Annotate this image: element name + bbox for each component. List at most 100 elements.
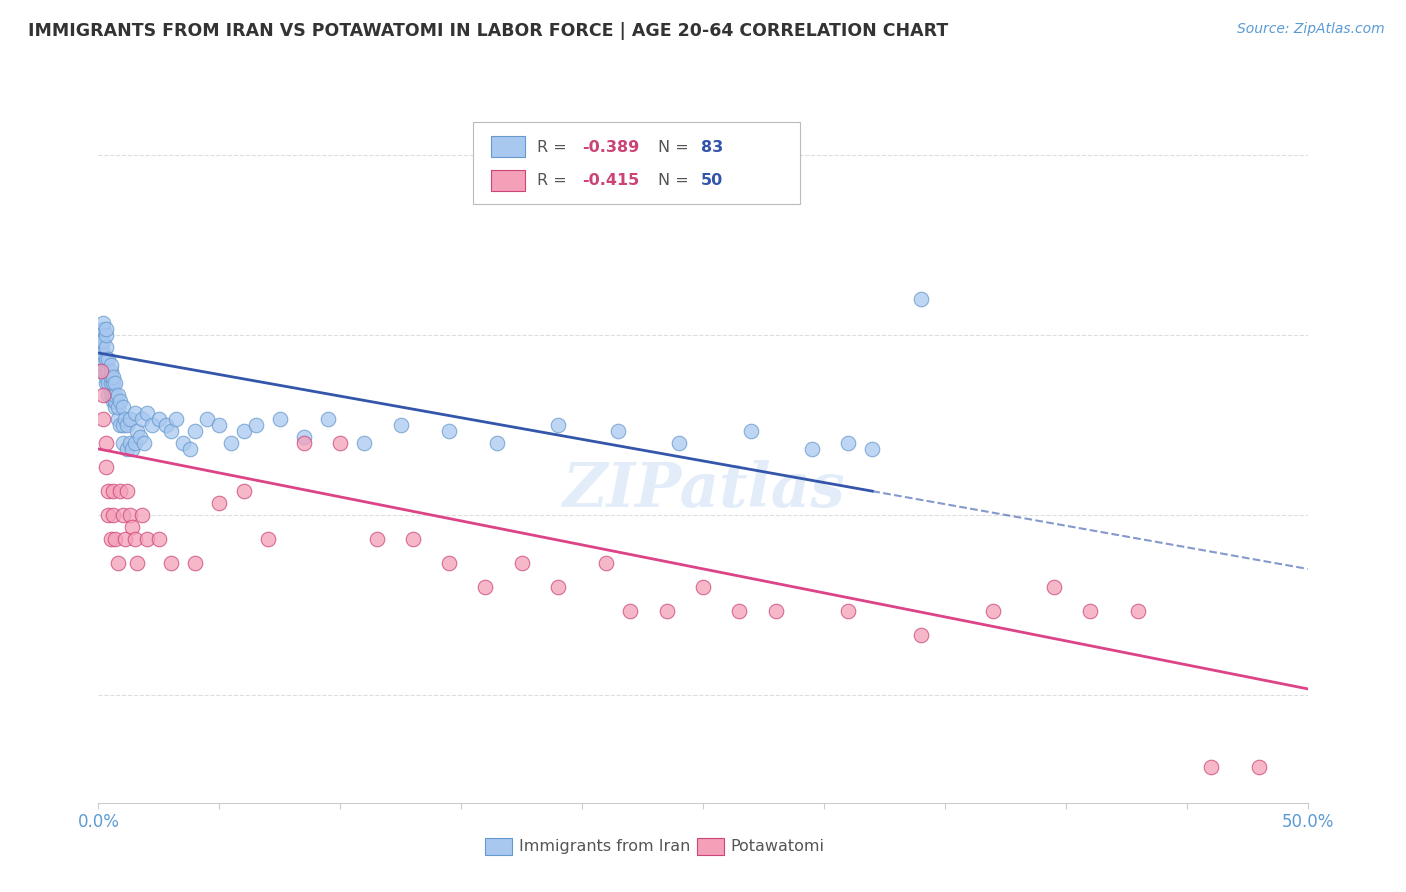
Point	[117, 417, 139, 432]
Point	[97, 483, 120, 498]
Point	[100, 358, 122, 372]
Point	[329, 436, 352, 450]
Point	[91, 316, 114, 330]
Point	[107, 400, 129, 414]
Point	[108, 483, 131, 498]
Text: R =: R =	[537, 172, 572, 187]
Point	[101, 370, 124, 384]
Point	[97, 508, 120, 522]
Point	[486, 436, 509, 450]
Point	[101, 376, 124, 390]
Point	[1199, 760, 1222, 774]
Point	[94, 340, 117, 354]
Point	[292, 436, 315, 450]
Point	[97, 376, 120, 390]
Point	[184, 424, 207, 438]
Point	[131, 412, 153, 426]
Point	[160, 424, 183, 438]
Point	[118, 412, 141, 426]
Point	[389, 417, 412, 432]
Point	[184, 556, 207, 570]
Point	[208, 417, 231, 432]
Point	[90, 334, 112, 348]
Point	[100, 376, 122, 390]
Point	[104, 400, 127, 414]
Point	[668, 436, 690, 450]
Point	[148, 532, 170, 546]
Point	[860, 442, 883, 456]
Point	[135, 532, 157, 546]
Text: 50: 50	[700, 172, 723, 187]
Point	[127, 424, 149, 438]
Point	[1128, 604, 1150, 618]
Point	[141, 417, 163, 432]
Point	[547, 580, 569, 594]
Point	[148, 412, 170, 426]
Point	[97, 388, 120, 402]
Point	[100, 364, 122, 378]
Point	[402, 532, 425, 546]
Bar	[485, 838, 512, 855]
Point	[474, 580, 496, 594]
Point	[104, 532, 127, 546]
Point	[910, 628, 932, 642]
Point	[692, 580, 714, 594]
Point	[94, 436, 117, 450]
Point	[91, 346, 114, 360]
Point	[118, 508, 141, 522]
Point	[437, 424, 460, 438]
Point	[155, 417, 177, 432]
Point	[910, 292, 932, 306]
Point	[195, 412, 218, 426]
Text: Immigrants from Iran: Immigrants from Iran	[519, 839, 690, 855]
Point	[1042, 580, 1064, 594]
Point	[740, 424, 762, 438]
Point	[353, 436, 375, 450]
Point	[595, 556, 617, 570]
Point	[800, 442, 823, 456]
Point	[114, 412, 136, 426]
Point	[100, 388, 122, 402]
Point	[208, 496, 231, 510]
Text: 83: 83	[700, 140, 723, 155]
Point	[91, 412, 114, 426]
Point	[232, 483, 254, 498]
Point	[94, 351, 117, 366]
Point	[94, 322, 117, 336]
Text: Source: ZipAtlas.com: Source: ZipAtlas.com	[1237, 22, 1385, 37]
Point	[111, 400, 134, 414]
Point	[1249, 760, 1271, 774]
Point	[100, 532, 122, 546]
Point	[94, 459, 117, 474]
Point	[160, 556, 183, 570]
Point	[128, 430, 150, 444]
Point	[131, 508, 153, 522]
Point	[101, 393, 124, 408]
Point	[91, 364, 114, 378]
Point	[114, 532, 136, 546]
Point	[101, 388, 124, 402]
Text: Potawatomi: Potawatomi	[731, 839, 825, 855]
Point	[124, 406, 146, 420]
Point	[104, 376, 127, 390]
Point	[111, 417, 134, 432]
Point	[134, 436, 156, 450]
Point	[91, 334, 114, 348]
Bar	[492, 169, 526, 191]
Point	[607, 424, 630, 438]
Point	[90, 364, 112, 378]
Bar	[697, 838, 724, 855]
Point	[121, 520, 143, 534]
Point	[256, 532, 278, 546]
Point	[172, 436, 194, 450]
Point	[437, 556, 460, 570]
Point	[100, 370, 122, 384]
Point	[135, 406, 157, 420]
Point	[316, 412, 339, 426]
Point	[221, 436, 243, 450]
Point	[118, 436, 141, 450]
Point	[91, 351, 114, 366]
Point	[108, 417, 131, 432]
Point	[94, 370, 117, 384]
Point	[837, 436, 859, 450]
